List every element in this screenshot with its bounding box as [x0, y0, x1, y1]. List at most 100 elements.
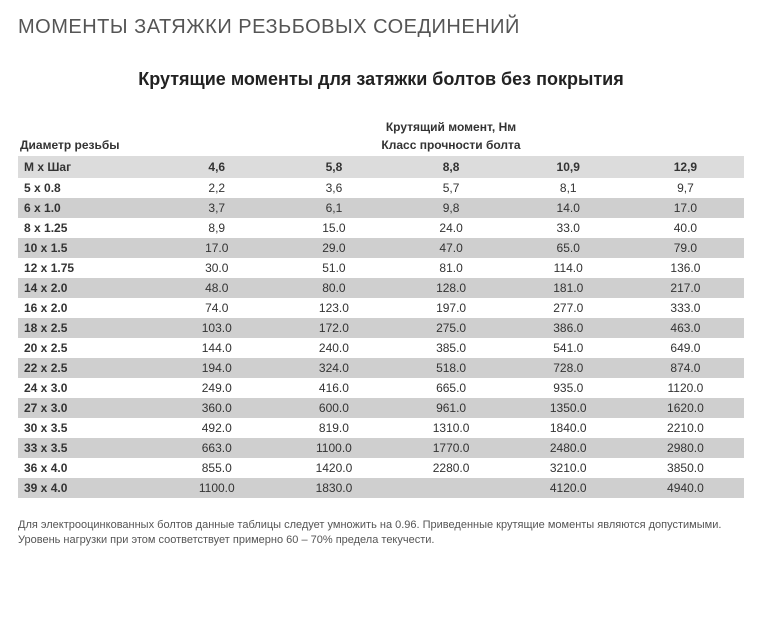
- cell-value: 819.0: [275, 418, 392, 438]
- cell-value: 65.0: [510, 238, 627, 258]
- cell-value: 385.0: [393, 338, 510, 358]
- cell-value: 128.0: [393, 278, 510, 298]
- footnote: Для электрооцинкованных болтов данные та…: [18, 518, 744, 549]
- cell-value: 649.0: [627, 338, 744, 358]
- header-diameter-label: Диаметр резьбы: [18, 136, 158, 154]
- header-class-2: 8,8: [393, 156, 510, 178]
- table-row: 16 x 2.074.0123.0197.0277.0333.0: [18, 298, 744, 318]
- cell-value: 518.0: [393, 358, 510, 378]
- cell-value: 935.0: [510, 378, 627, 398]
- cell-size: 14 x 2.0: [18, 278, 158, 298]
- cell-value: 665.0: [393, 378, 510, 398]
- cell-value: 874.0: [627, 358, 744, 378]
- table-header-group: Диаметр резьбы Крутящий момент, Нм Класс…: [18, 118, 744, 154]
- cell-value: 3,7: [158, 198, 275, 218]
- cell-value: 194.0: [158, 358, 275, 378]
- cell-value: 17.0: [627, 198, 744, 218]
- table-row: 10 x 1.517.029.047.065.079.0: [18, 238, 744, 258]
- cell-value: 217.0: [627, 278, 744, 298]
- header-class-3: 10,9: [510, 156, 627, 178]
- cell-value: 3210.0: [510, 458, 627, 478]
- cell-size: 8 x 1.25: [18, 218, 158, 238]
- header-size-col: М х Шаг: [18, 156, 158, 178]
- cell-size: 33 x 3.5: [18, 438, 158, 458]
- cell-value: [393, 478, 510, 498]
- table-row: 30 x 3.5492.0819.01310.01840.02210.0: [18, 418, 744, 438]
- cell-value: 114.0: [510, 258, 627, 278]
- cell-value: 3850.0: [627, 458, 744, 478]
- table-row: 33 x 3.5663.01100.01770.02480.02980.0: [18, 438, 744, 458]
- cell-size: 20 x 2.5: [18, 338, 158, 358]
- subtitle: Крутящие моменты для затяжки болтов без …: [18, 69, 744, 90]
- cell-value: 416.0: [275, 378, 392, 398]
- cell-value: 40.0: [627, 218, 744, 238]
- cell-value: 172.0: [275, 318, 392, 338]
- cell-value: 249.0: [158, 378, 275, 398]
- cell-value: 1770.0: [393, 438, 510, 458]
- cell-value: 4940.0: [627, 478, 744, 498]
- cell-value: 386.0: [510, 318, 627, 338]
- cell-value: 144.0: [158, 338, 275, 358]
- cell-value: 6,1: [275, 198, 392, 218]
- table-header-row: М х Шаг 4,6 5,8 8,8 10,9 12,9: [18, 156, 744, 178]
- cell-value: 463.0: [627, 318, 744, 338]
- cell-value: 1830.0: [275, 478, 392, 498]
- cell-value: 728.0: [510, 358, 627, 378]
- cell-size: 10 x 1.5: [18, 238, 158, 258]
- cell-value: 1620.0: [627, 398, 744, 418]
- header-class-1: 5,8: [275, 156, 392, 178]
- table-row: 5 x 0.82,23,65,78,19,7: [18, 178, 744, 198]
- cell-size: 5 x 0.8: [18, 178, 158, 198]
- cell-size: 30 x 3.5: [18, 418, 158, 438]
- header-torque-label-2: Класс прочности болта: [158, 136, 744, 154]
- cell-value: 5,7: [393, 178, 510, 198]
- cell-value: 2210.0: [627, 418, 744, 438]
- cell-value: 541.0: [510, 338, 627, 358]
- cell-value: 48.0: [158, 278, 275, 298]
- cell-value: 81.0: [393, 258, 510, 278]
- cell-value: 123.0: [275, 298, 392, 318]
- cell-value: 492.0: [158, 418, 275, 438]
- cell-value: 51.0: [275, 258, 392, 278]
- cell-value: 79.0: [627, 238, 744, 258]
- cell-value: 2980.0: [627, 438, 744, 458]
- cell-value: 24.0: [393, 218, 510, 238]
- cell-size: 27 x 3.0: [18, 398, 158, 418]
- cell-value: 8,9: [158, 218, 275, 238]
- cell-value: 1310.0: [393, 418, 510, 438]
- cell-value: 29.0: [275, 238, 392, 258]
- torque-table-wrapper: Диаметр резьбы Крутящий момент, Нм Класс…: [18, 118, 744, 498]
- cell-value: 33.0: [510, 218, 627, 238]
- cell-size: 12 x 1.75: [18, 258, 158, 278]
- cell-value: 181.0: [510, 278, 627, 298]
- cell-value: 1100.0: [158, 478, 275, 498]
- cell-value: 4120.0: [510, 478, 627, 498]
- cell-value: 103.0: [158, 318, 275, 338]
- cell-value: 1420.0: [275, 458, 392, 478]
- cell-value: 855.0: [158, 458, 275, 478]
- cell-value: 136.0: [627, 258, 744, 278]
- cell-value: 1350.0: [510, 398, 627, 418]
- torque-table: М х Шаг 4,6 5,8 8,8 10,9 12,9 5 x 0.82,2…: [18, 156, 744, 498]
- cell-value: 2,2: [158, 178, 275, 198]
- cell-value: 30.0: [158, 258, 275, 278]
- cell-value: 197.0: [393, 298, 510, 318]
- table-row: 39 x 4.01100.01830.04120.04940.0: [18, 478, 744, 498]
- cell-size: 24 x 3.0: [18, 378, 158, 398]
- cell-value: 47.0: [393, 238, 510, 258]
- cell-value: 14.0: [510, 198, 627, 218]
- cell-value: 1120.0: [627, 378, 744, 398]
- cell-value: 8,1: [510, 178, 627, 198]
- cell-value: 3,6: [275, 178, 392, 198]
- cell-value: 17.0: [158, 238, 275, 258]
- cell-value: 9,7: [627, 178, 744, 198]
- table-row: 8 x 1.258,915.024.033.040.0: [18, 218, 744, 238]
- cell-size: 22 x 2.5: [18, 358, 158, 378]
- table-row: 20 x 2.5144.0240.0385.0541.0649.0: [18, 338, 744, 358]
- cell-value: 240.0: [275, 338, 392, 358]
- table-row: 27 x 3.0360.0600.0961.01350.01620.0: [18, 398, 744, 418]
- cell-value: 80.0: [275, 278, 392, 298]
- table-row: 6 x 1.03,76,19,814.017.0: [18, 198, 744, 218]
- cell-value: 1100.0: [275, 438, 392, 458]
- page-title: МОМЕНТЫ ЗАТЯЖКИ РЕЗЬБОВЫХ СОЕДИНЕНИЙ: [18, 16, 744, 39]
